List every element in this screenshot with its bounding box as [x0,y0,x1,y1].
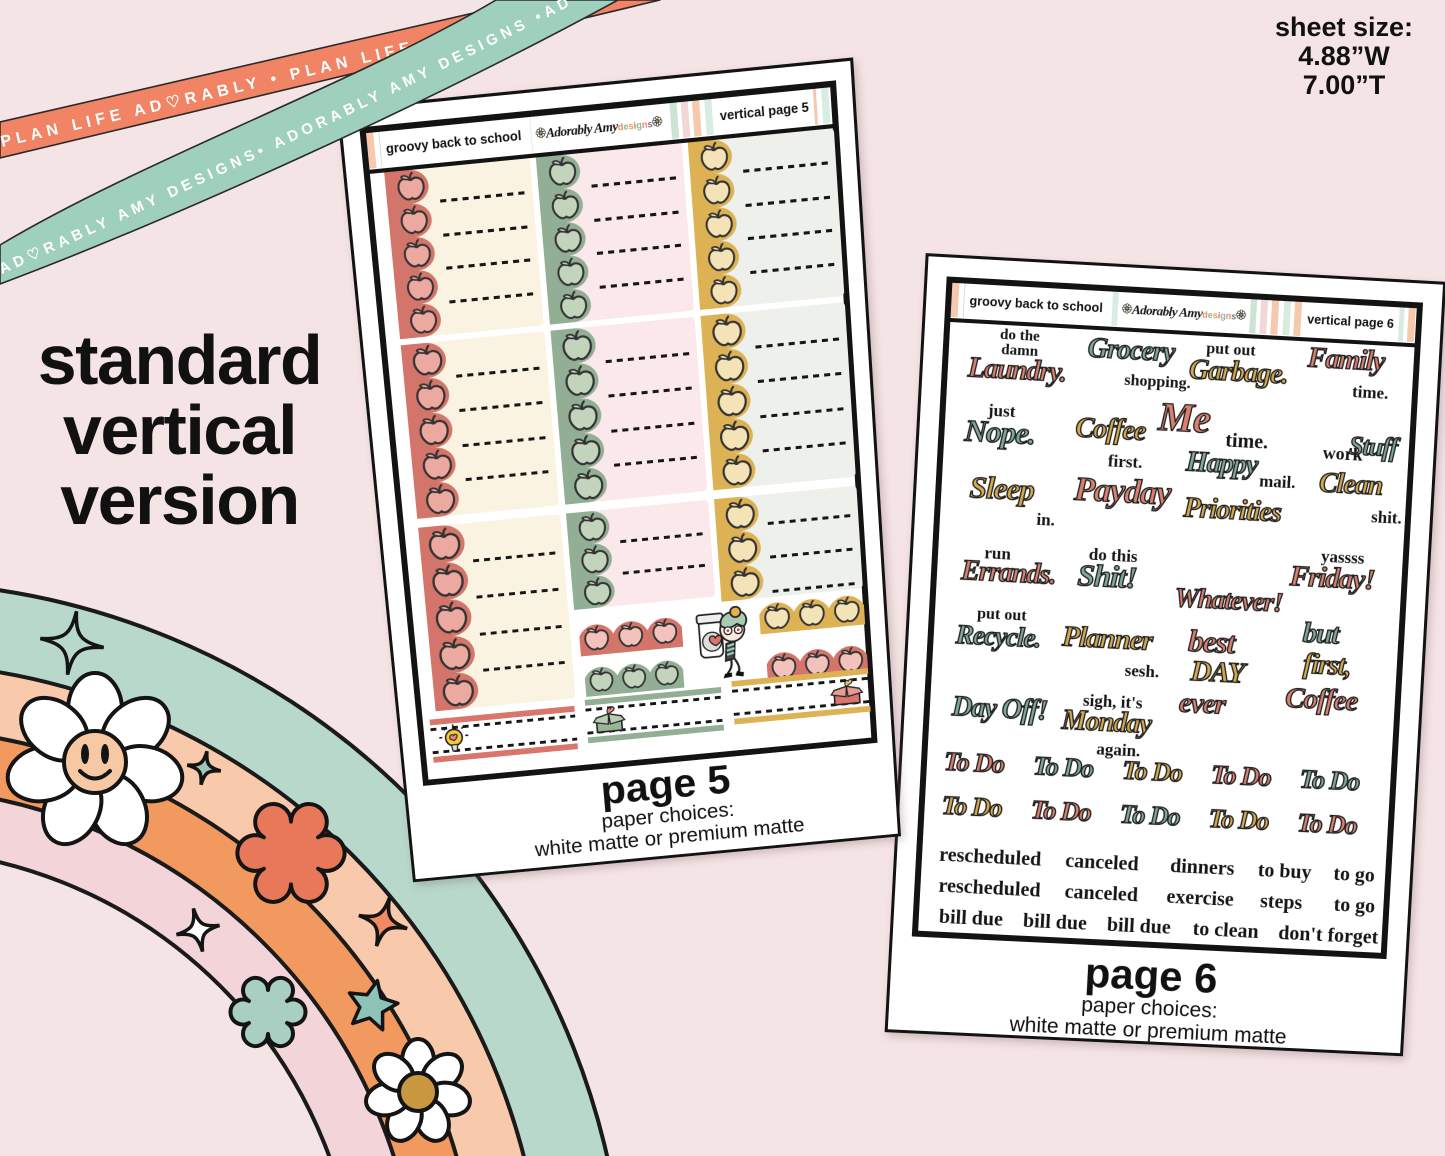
svg-text:AD♡RABLY AMY DESIGNS• ADORABLY: AD♡RABLY AMY DESIGNS• ADORABLY AMY DESIG… [0,0,576,278]
